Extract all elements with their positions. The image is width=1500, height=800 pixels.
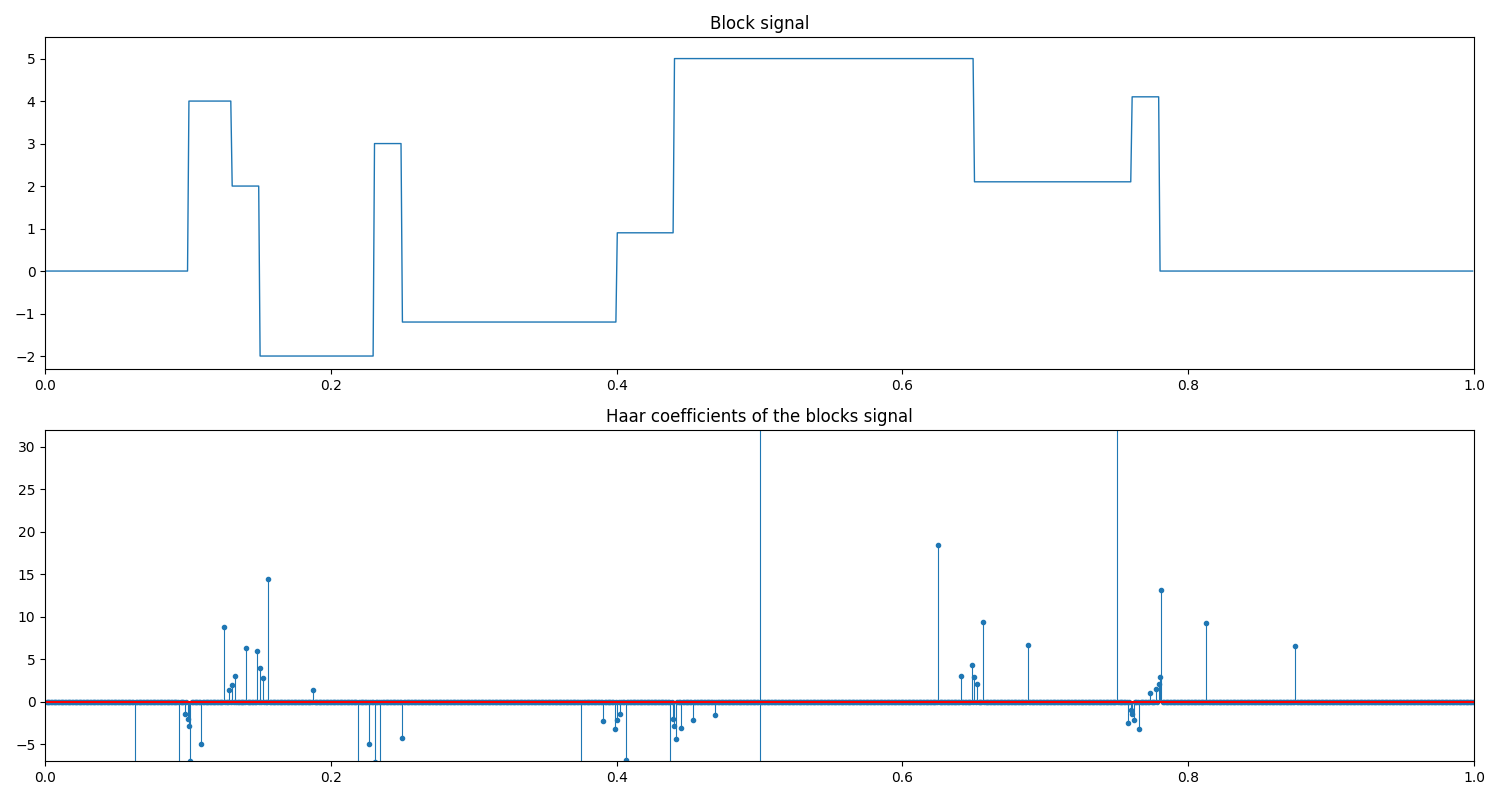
Title: Haar coefficients of the blocks signal: Haar coefficients of the blocks signal [606, 407, 914, 426]
Title: Block signal: Block signal [710, 15, 810, 33]
